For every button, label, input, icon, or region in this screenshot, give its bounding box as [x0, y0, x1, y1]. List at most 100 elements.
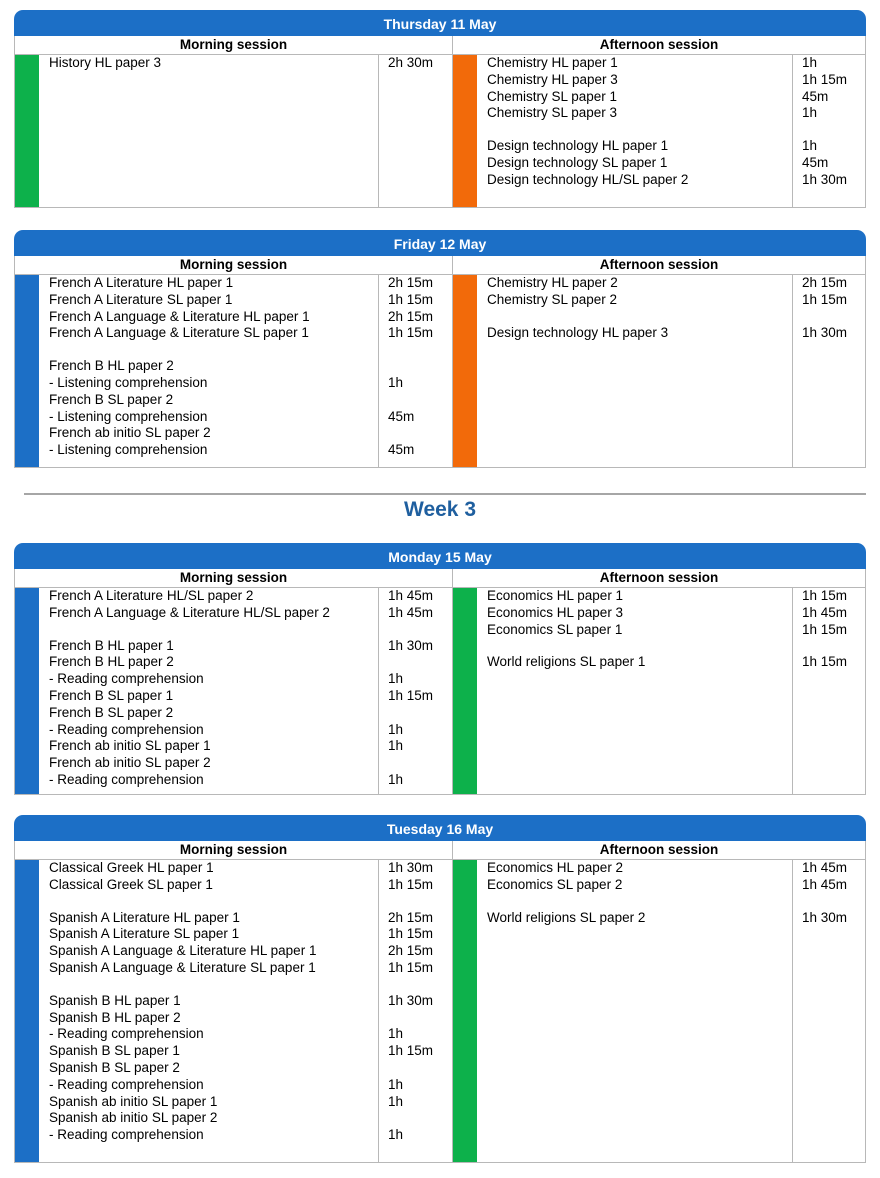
row-spacer — [49, 622, 378, 638]
exam-duration: 1h 15m — [388, 1043, 434, 1059]
exam-subject: - Listening comprehension — [49, 442, 208, 458]
row-spacer — [802, 638, 865, 654]
morning-session: French A Literature HL/SL paper 2 French … — [15, 588, 453, 794]
exam-duration — [388, 1110, 452, 1127]
exam-subject: Spanish A Language & Literature SL paper… — [49, 959, 316, 975]
exam-duration — [388, 654, 452, 671]
day-header: Friday 12 May — [14, 230, 866, 256]
row-spacer — [487, 122, 792, 138]
exam-duration: 45m — [802, 88, 829, 104]
exam-duration: 1h 30m — [388, 992, 434, 1008]
morning-session: Classical Greek HL paper 1 Classical Gree… — [15, 860, 453, 1162]
exam-subject: Economics HL paper 1 — [487, 588, 624, 603]
duration-column: 1h 30m 1h 15m 2h 15m 1h 15m 2h 15m 1h 15m 1h 3… — [379, 860, 452, 1162]
exam-subject: - Listening comprehension — [49, 374, 208, 390]
exam-duration — [388, 392, 452, 409]
exam-duration: 1h 30m — [802, 171, 848, 187]
duration-column: 1h 45m 1h 45m 1h 30m — [793, 860, 865, 1162]
exam-duration: 2h 15m — [388, 308, 434, 324]
exam-duration: 1h 45m — [802, 604, 848, 620]
exam-subject: - Reading comprehension — [49, 771, 204, 787]
exam-subject: Chemistry HL paper 3 — [487, 71, 618, 87]
exam-duration: 1h — [388, 671, 404, 687]
exam-duration: 1h — [802, 138, 818, 154]
row-spacer — [802, 309, 865, 325]
exam-subject: French B SL paper 2 — [49, 391, 174, 407]
exam-duration: 1h — [388, 1076, 404, 1092]
exam-subject: French B HL paper 2 — [49, 358, 174, 374]
exam-subject: Design technology SL paper 1 — [487, 154, 668, 170]
row-spacer — [388, 894, 452, 910]
exam-duration: 45m — [388, 442, 415, 458]
exam-duration: 1h — [802, 55, 818, 70]
exam-subject: Classical Greek HL paper 1 — [49, 860, 214, 875]
exam-duration: 1h 15m — [388, 876, 434, 892]
exam-duration: 1h — [388, 738, 404, 754]
morning-session: French A Literature HL paper 1 French A L… — [15, 275, 453, 467]
exam-duration: 1h 15m — [388, 325, 434, 341]
subject-column: Chemistry HL paper 2 Chemistry SL paper 2… — [477, 275, 793, 467]
exam-duration — [388, 755, 452, 772]
duration-column: 2h 15m 1h 15m 2h 15m 1h 15m 1h 45m 45m — [379, 275, 452, 467]
exam-duration: 1h 45m — [802, 876, 848, 892]
exam-subject: Economics SL paper 1 — [487, 621, 623, 637]
row-spacer — [388, 977, 452, 993]
subject-column: French A Literature HL/SL paper 2 French … — [39, 588, 379, 794]
exam-duration: 1h 45m — [802, 860, 848, 875]
exam-subject: Spanish B HL paper 2 — [49, 1009, 181, 1025]
exam-subject: French ab initio SL paper 2 — [49, 755, 211, 771]
exam-duration: 1h 15m — [388, 687, 434, 703]
row-spacer — [487, 309, 792, 325]
exam-subject: - Reading comprehension — [49, 1026, 204, 1042]
morning-session-label: Morning session — [15, 841, 453, 859]
exam-duration: 2h 30m — [388, 55, 434, 70]
exam-duration: 1h 45m — [388, 588, 434, 603]
session-color-bar — [15, 860, 39, 1162]
week-divider — [24, 493, 866, 495]
exam-subject: Spanish B SL paper 2 — [49, 1059, 180, 1075]
exam-subject: Spanish B SL paper 1 — [49, 1043, 180, 1059]
exam-subject: Economics HL paper 2 — [487, 860, 624, 875]
exam-subject: Spanish ab initio SL paper 1 — [49, 1093, 218, 1109]
exam-subject: - Reading comprehension — [49, 1076, 204, 1092]
day-table-tuesday: Tuesday 16 May Morning session Afternoon… — [14, 815, 866, 1163]
row-spacer — [388, 622, 452, 638]
day-header: Tuesday 16 May — [14, 815, 866, 841]
exam-duration: 1h 15m — [802, 621, 848, 637]
day-header: Monday 15 May — [14, 543, 866, 569]
exam-subject: French A Language & Literature SL paper … — [49, 325, 309, 341]
day-table-thursday: Thursday 11 May Morning session Afternoo… — [14, 10, 866, 208]
exam-subject: - Reading comprehension — [49, 721, 204, 737]
exam-duration: 1h 15m — [388, 291, 434, 307]
duration-column: 1h 1h 15m 45m 1h 1h 45m 1h 30m — [793, 55, 865, 207]
exam-duration: 2h 15m — [388, 909, 434, 925]
exam-duration: 45m — [388, 408, 415, 424]
row-spacer — [802, 894, 865, 910]
morning-session-label: Morning session — [15, 256, 453, 274]
exam-duration — [388, 705, 452, 722]
session-color-bar — [15, 55, 39, 207]
subject-column: Economics HL paper 1 Economics HL paper 3… — [477, 588, 793, 794]
session-color-bar — [453, 55, 477, 207]
exam-subject: French A Literature HL paper 1 — [49, 275, 234, 290]
row-spacer — [49, 342, 378, 358]
exam-duration: 1h 15m — [802, 654, 848, 670]
exam-duration — [388, 1010, 452, 1027]
row-spacer — [49, 894, 378, 910]
exam-subject: French B HL paper 1 — [49, 637, 174, 653]
exam-subject: World religions SL paper 2 — [487, 909, 646, 925]
exam-subject: French B SL paper 2 — [49, 704, 174, 720]
exam-subject: Economics HL paper 3 — [487, 604, 624, 620]
exam-duration: 2h 15m — [802, 275, 848, 290]
exam-duration — [388, 425, 452, 442]
exam-subject: Spanish ab initio SL paper 2 — [49, 1110, 218, 1126]
exam-subject: French ab initio SL paper 2 — [49, 425, 211, 441]
exam-subject: - Reading comprehension — [49, 671, 204, 687]
duration-column: 1h 45m 1h 45m 1h 30m 1h 1h 15m 1h 1h 1h — [379, 588, 452, 794]
exam-subject: Chemistry HL paper 1 — [487, 55, 618, 70]
exam-duration: 1h 30m — [802, 909, 848, 925]
exam-subject: - Listening comprehension — [49, 408, 208, 424]
exam-duration: 1h 45m — [388, 604, 434, 620]
exam-duration: 1h 15m — [802, 588, 848, 603]
exam-duration: 45m — [802, 154, 829, 170]
